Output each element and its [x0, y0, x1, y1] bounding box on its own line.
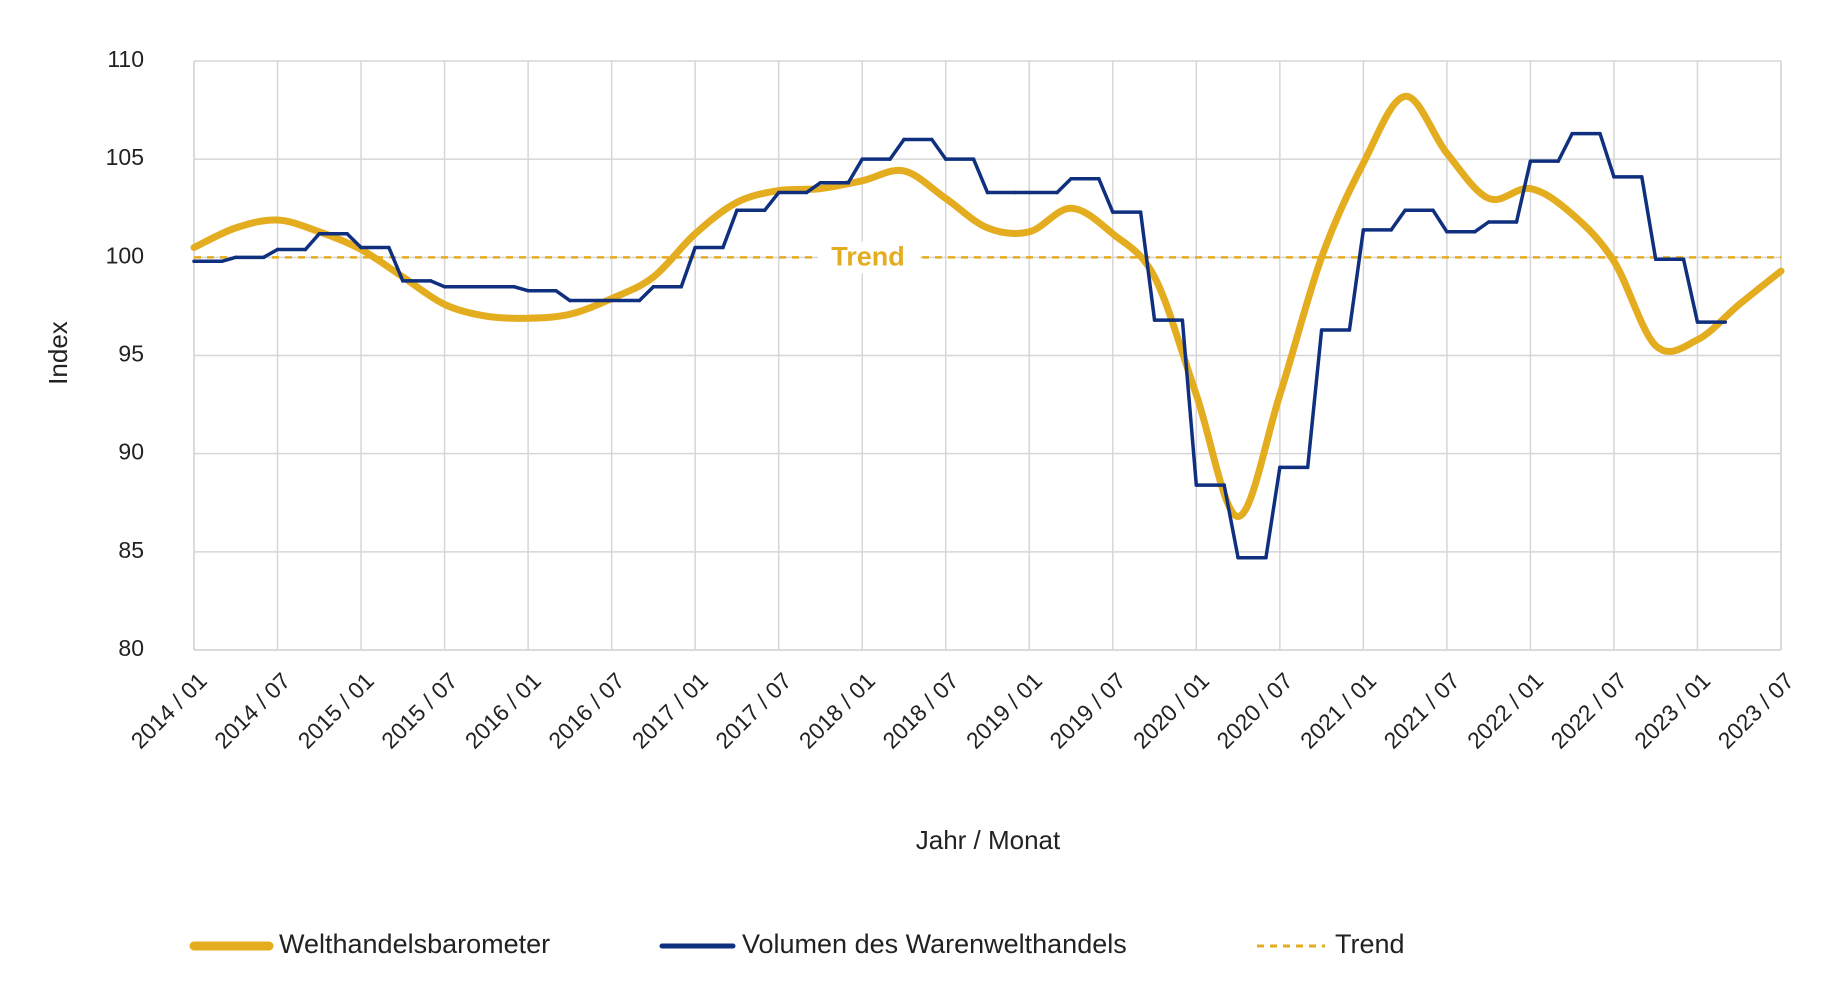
y-axis-label: Index [43, 321, 73, 385]
y-tick-label: 110 [107, 46, 144, 72]
x-tick-label: 2015 / 01 [293, 667, 379, 753]
x-tick-label: 2017 / 01 [627, 667, 713, 753]
y-tick-label: 100 [106, 242, 144, 268]
volume-connector [554, 288, 572, 303]
volume-connector [261, 247, 280, 260]
volume-connector [1389, 208, 1407, 232]
x-tick-label: 2018 / 07 [877, 667, 963, 753]
volume-connector [1222, 483, 1240, 560]
volume-connector [846, 157, 864, 185]
volume-connector [1640, 175, 1658, 262]
x-tick-label: 2016 / 07 [543, 667, 629, 753]
volume-connector [303, 232, 322, 252]
volume-connector [721, 208, 739, 250]
volume-connector [763, 190, 781, 212]
x-axis-label: Jahr / Monat [916, 825, 1061, 855]
volume-connector [637, 285, 656, 303]
volume-connector [1180, 318, 1199, 487]
volume-connector [428, 279, 447, 289]
volume-connector [220, 255, 238, 264]
x-tick-label: 2019 / 07 [1044, 667, 1130, 753]
x-tick-label: 2023 / 01 [1629, 667, 1715, 753]
x-tick-label: 2014 / 01 [126, 667, 212, 753]
volume-connector [1305, 328, 1324, 470]
volume-connector [1514, 159, 1533, 224]
y-tick-label: 95 [118, 341, 144, 367]
volume-connector [345, 232, 363, 250]
trend-label-bg [818, 241, 920, 274]
volume-connector [1138, 210, 1157, 322]
x-tick-label: 2019 / 01 [961, 667, 1047, 753]
volume-connector [1431, 208, 1449, 234]
volume-connector [1472, 220, 1491, 234]
y-tick-label: 85 [118, 537, 144, 563]
x-tick-label: 2014 / 07 [209, 667, 295, 753]
x-tick-label: 2021 / 01 [1295, 667, 1381, 753]
x-tick-label: 2022 / 01 [1462, 667, 1548, 753]
volume-connector [1598, 131, 1616, 179]
y-tick-label: 90 [118, 439, 144, 465]
x-tick-label: 2020 / 07 [1211, 667, 1297, 753]
volume-connector [1264, 465, 1282, 560]
x-tick-label: 2023 / 07 [1713, 667, 1799, 753]
volume-connector [1681, 257, 1700, 324]
volume-connector [512, 285, 530, 293]
volume-connector [971, 157, 990, 195]
volume-connector [1055, 177, 1073, 195]
x-tick-label: 2021 / 07 [1379, 667, 1465, 753]
volume-connector [888, 137, 906, 161]
volume-connector [679, 245, 697, 289]
legend-label: Volumen des Warenwelthandels [742, 929, 1127, 959]
volume-connector [930, 137, 948, 161]
x-tick-label: 2015 / 07 [376, 667, 462, 753]
x-tick-label: 2022 / 07 [1546, 667, 1632, 753]
x-tick-label: 2017 / 07 [710, 667, 796, 753]
y-tick-label: 80 [118, 635, 144, 661]
volume-connector [1556, 131, 1574, 163]
volume-connector [1097, 177, 1115, 214]
x-tick-label: 2020 / 01 [1128, 667, 1214, 753]
volume-connector [1347, 228, 1366, 332]
volume-connector [387, 245, 405, 283]
legend-label: Welthandelsbarometer [279, 929, 550, 959]
x-tick-label: 2016 / 01 [460, 667, 546, 753]
trend-annotation: Trend [831, 241, 905, 271]
x-tick-label: 2018 / 01 [794, 667, 880, 753]
y-tick-label: 105 [106, 144, 144, 170]
volume-connector [804, 180, 823, 195]
barometer-line [190, 92, 1785, 520]
legend-label: Trend [1335, 929, 1405, 959]
